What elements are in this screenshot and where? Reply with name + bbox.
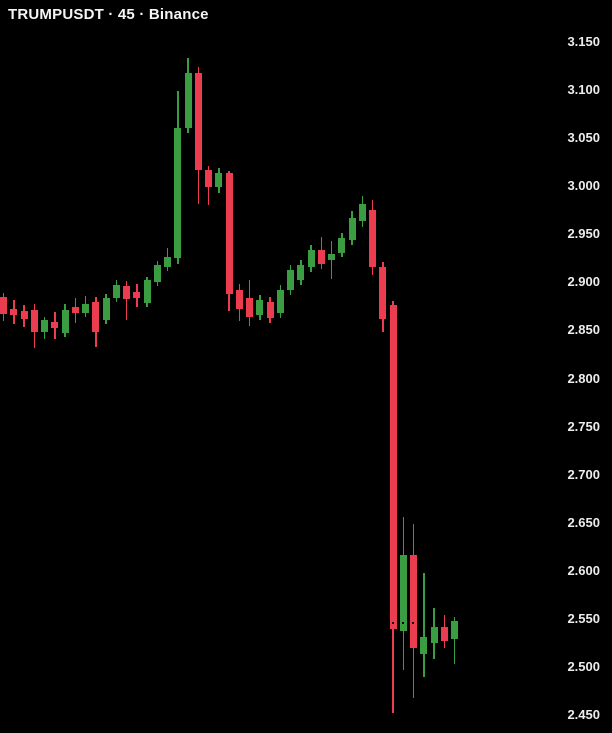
price-axis[interactable]: 3.150 3.100 3.050 3.000 2.950 2.900 2.850 2.800… — [540, 0, 612, 733]
price-axis-label: 2.600 — [567, 562, 600, 578]
candle-body — [184, 72, 192, 128]
candle-body — [358, 204, 366, 221]
candle-body — [399, 555, 407, 632]
candle-body — [143, 280, 151, 304]
candle-body — [123, 286, 130, 299]
candle-body — [153, 265, 161, 283]
candle-body — [317, 249, 325, 265]
candle-body — [276, 290, 284, 314]
price-axis-label: 3.100 — [567, 82, 600, 98]
candle-body — [328, 253, 335, 261]
candle-body — [164, 257, 171, 267]
candle-body — [420, 637, 428, 655]
price-axis-label: 2.700 — [567, 466, 600, 482]
candle-body — [338, 238, 346, 253]
candle-body — [297, 265, 305, 281]
price-axis-label: 3.150 — [567, 34, 600, 49]
candle-body — [266, 301, 274, 318]
candle-body — [133, 291, 141, 298]
candle-body — [71, 307, 79, 314]
chart-pane[interactable] — [0, 0, 540, 733]
price-axis-label: 2.650 — [567, 514, 600, 530]
candle-body — [82, 304, 89, 314]
candle-body — [112, 285, 120, 298]
price-axis-label: 2.500 — [567, 658, 600, 674]
candle-body — [440, 626, 448, 641]
candle-body — [61, 310, 69, 334]
price-axis-label: 2.900 — [567, 274, 600, 290]
candle-body — [430, 626, 438, 643]
candle-body — [235, 290, 243, 310]
price-axis-label: 2.950 — [567, 226, 600, 242]
price-axis-label: 3.050 — [567, 130, 600, 146]
price-axis-label: 2.850 — [567, 322, 600, 338]
candle-body — [215, 172, 223, 188]
candle-body — [225, 172, 233, 294]
price-axis-label: 2.550 — [567, 610, 600, 626]
price-axis-label: 2.450 — [567, 707, 600, 722]
candle-body — [379, 266, 387, 319]
symbol-title: TRUMPUSDT · 45 · Binance — [8, 6, 209, 23]
candle-body — [174, 127, 182, 259]
candle-body — [389, 305, 397, 630]
candle-body — [287, 269, 294, 291]
candle-body — [20, 311, 28, 319]
candle-body — [194, 72, 202, 170]
candle-body — [307, 249, 315, 267]
candle-wick — [423, 572, 425, 678]
candle-body — [348, 217, 356, 241]
candle-body — [246, 297, 253, 317]
last-price-line — [387, 621, 420, 624]
candle-body — [369, 210, 376, 267]
price-axis-label: 3.000 — [567, 178, 600, 194]
candle-wick — [453, 616, 456, 665]
candle-body — [410, 555, 417, 648]
candle-wick — [125, 281, 128, 320]
candle-body — [451, 620, 458, 640]
candle-body — [92, 301, 100, 333]
candle-body — [30, 310, 38, 333]
candle-body — [205, 169, 212, 188]
candle-body — [256, 299, 264, 316]
candle-body — [41, 319, 48, 333]
candle-body — [102, 297, 110, 320]
candle-body — [51, 321, 59, 328]
price-axis-label: 2.750 — [567, 418, 600, 434]
candle-body — [10, 309, 18, 316]
candle-body — [0, 296, 7, 315]
price-axis-label: 2.800 — [567, 370, 600, 386]
